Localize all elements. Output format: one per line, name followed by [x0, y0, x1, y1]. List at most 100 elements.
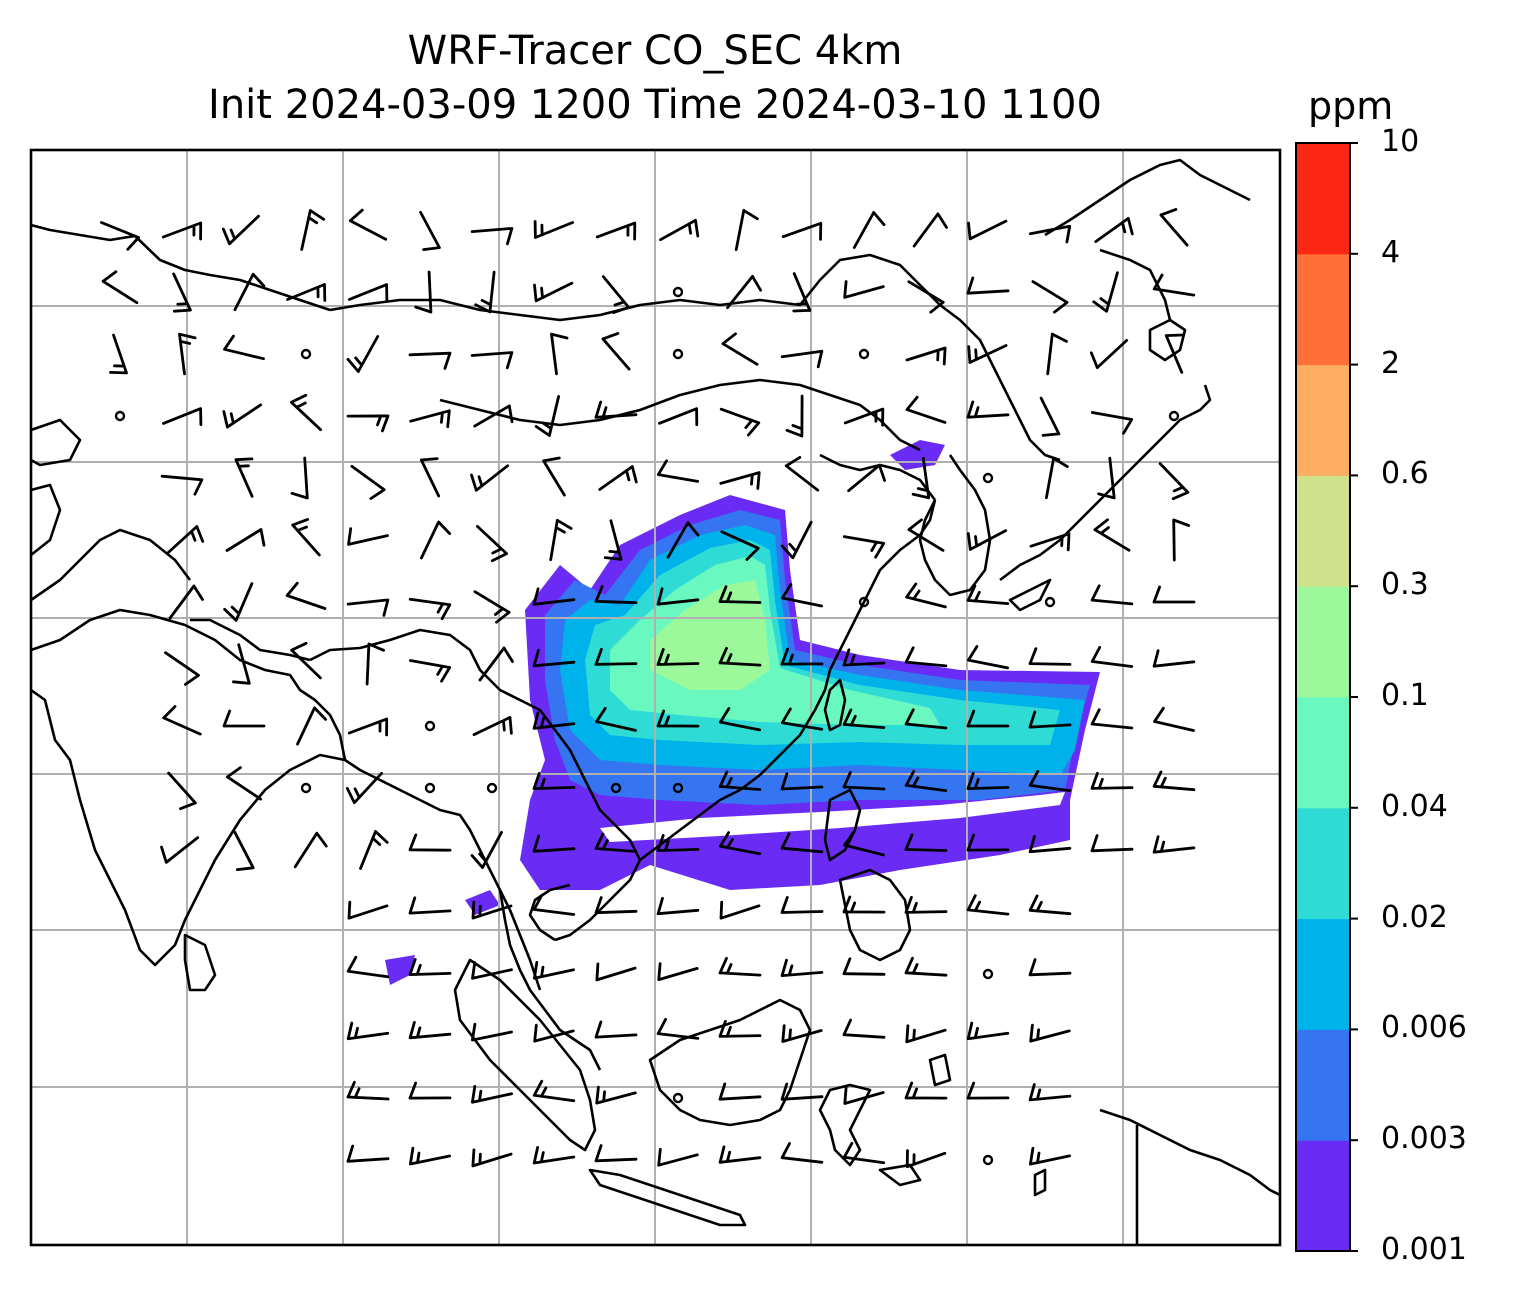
calm-wind-marker [982, 1154, 994, 1166]
wind-barb [408, 659, 452, 683]
wind-barb [178, 332, 197, 376]
wind-barb [911, 456, 931, 500]
wind-barb [346, 1144, 390, 1163]
wind-barb [223, 334, 265, 361]
wind-barb [967, 645, 1009, 670]
colorbar-segment [1296, 586, 1350, 698]
wind-barb [419, 457, 441, 498]
wind-barb [657, 962, 699, 981]
calm-wind-marker [114, 410, 126, 422]
calm-wind-marker [300, 782, 312, 794]
wind-barb [966, 1081, 1010, 1100]
wind-barb [966, 833, 1010, 852]
wind-barb [290, 641, 322, 680]
wind-barb [842, 1141, 886, 1165]
calm-wind-marker [424, 782, 436, 794]
wind-barb [967, 219, 1008, 241]
wind-barb [160, 474, 204, 496]
wind-barb [165, 525, 205, 555]
wind-barb [1031, 280, 1069, 314]
calm-wind-marker [982, 968, 994, 980]
wind-barb [470, 351, 514, 370]
wind-barb [408, 1021, 452, 1040]
wind-barb [1090, 708, 1134, 730]
wind-barb [1028, 894, 1072, 916]
colorbar-tick-label: 2 [1381, 345, 1401, 381]
wind-barb [852, 211, 886, 249]
wind-barb [657, 1147, 699, 1167]
wind-barb [409, 409, 451, 429]
wind-barb [167, 771, 197, 811]
calm-wind-marker [1044, 596, 1056, 608]
wind-barb [533, 281, 574, 303]
wind-barb [966, 894, 1010, 916]
wind-barb [290, 393, 322, 432]
wind-barb [542, 456, 566, 497]
wind-barb [348, 208, 388, 241]
wind-barb [1090, 584, 1134, 606]
wind-barb [300, 209, 326, 251]
wind-barb [656, 896, 700, 916]
wind-barb [414, 270, 433, 314]
colorbar-tick-label: 0.006 [1381, 1010, 1467, 1046]
wind-barb [1158, 462, 1190, 501]
wind-barb [904, 833, 948, 852]
wind-barb [348, 283, 389, 302]
wind-barb [1028, 769, 1072, 792]
wind-barb [346, 335, 380, 373]
wind-barb [1090, 771, 1134, 790]
wind-barb [359, 830, 389, 870]
wind-barb [904, 769, 948, 792]
wind-barb [842, 535, 886, 559]
wind-barb [346, 955, 390, 979]
wind-barb [172, 272, 192, 313]
wind-barb [598, 465, 638, 491]
wind-barb [595, 706, 637, 732]
wind-barb [471, 900, 513, 920]
colorbar-segment [1296, 697, 1350, 809]
wind-barb [1045, 456, 1069, 500]
wind-barb [291, 518, 321, 557]
map-title-line1: WRF-Tracer CO_SEC 4km [407, 28, 903, 74]
wind-barb [346, 598, 390, 617]
colorbar-segment [1296, 475, 1350, 587]
wind-barb [101, 270, 139, 305]
wind-barb [594, 1020, 638, 1039]
wind-barb [966, 276, 1010, 295]
colorbar-tick-label: 0.003 [1381, 1121, 1467, 1157]
wind-barb [161, 221, 203, 241]
wind-barb [532, 1146, 576, 1165]
colorbar-tick-label: 0.04 [1381, 788, 1448, 824]
wind-barb [408, 896, 452, 915]
wind-barb [1152, 770, 1196, 792]
wind-barb [656, 709, 700, 728]
calm-wind-marker [486, 782, 498, 794]
wind-barb [1172, 518, 1191, 562]
wind-barb [1028, 1083, 1072, 1102]
wind-barb [658, 407, 699, 427]
wind-barb [780, 707, 824, 731]
wind-barb [904, 708, 948, 730]
wind-barb [533, 961, 575, 980]
wind-barb [168, 584, 204, 620]
wind-barb [1039, 396, 1061, 437]
wind-barb [345, 771, 383, 805]
wind-barb [346, 1021, 390, 1041]
wind-barb [533, 220, 574, 239]
wind-barb [966, 400, 1010, 419]
wind-barb [905, 1024, 947, 1044]
wind-barb [473, 590, 511, 624]
wind-barb [1152, 649, 1196, 668]
wind-barb [1093, 518, 1131, 552]
wind-barb [718, 1019, 762, 1038]
wind-barb [966, 1021, 1010, 1041]
wind-barb [409, 1146, 451, 1166]
wind-barb [532, 894, 576, 916]
wind-barb [532, 587, 576, 606]
wind-barb [905, 346, 947, 366]
wind-barb [603, 519, 623, 561]
wind-barb [347, 527, 389, 546]
wind-barb [594, 832, 638, 853]
wind-barb [780, 832, 824, 854]
wind-barb [408, 1081, 452, 1100]
